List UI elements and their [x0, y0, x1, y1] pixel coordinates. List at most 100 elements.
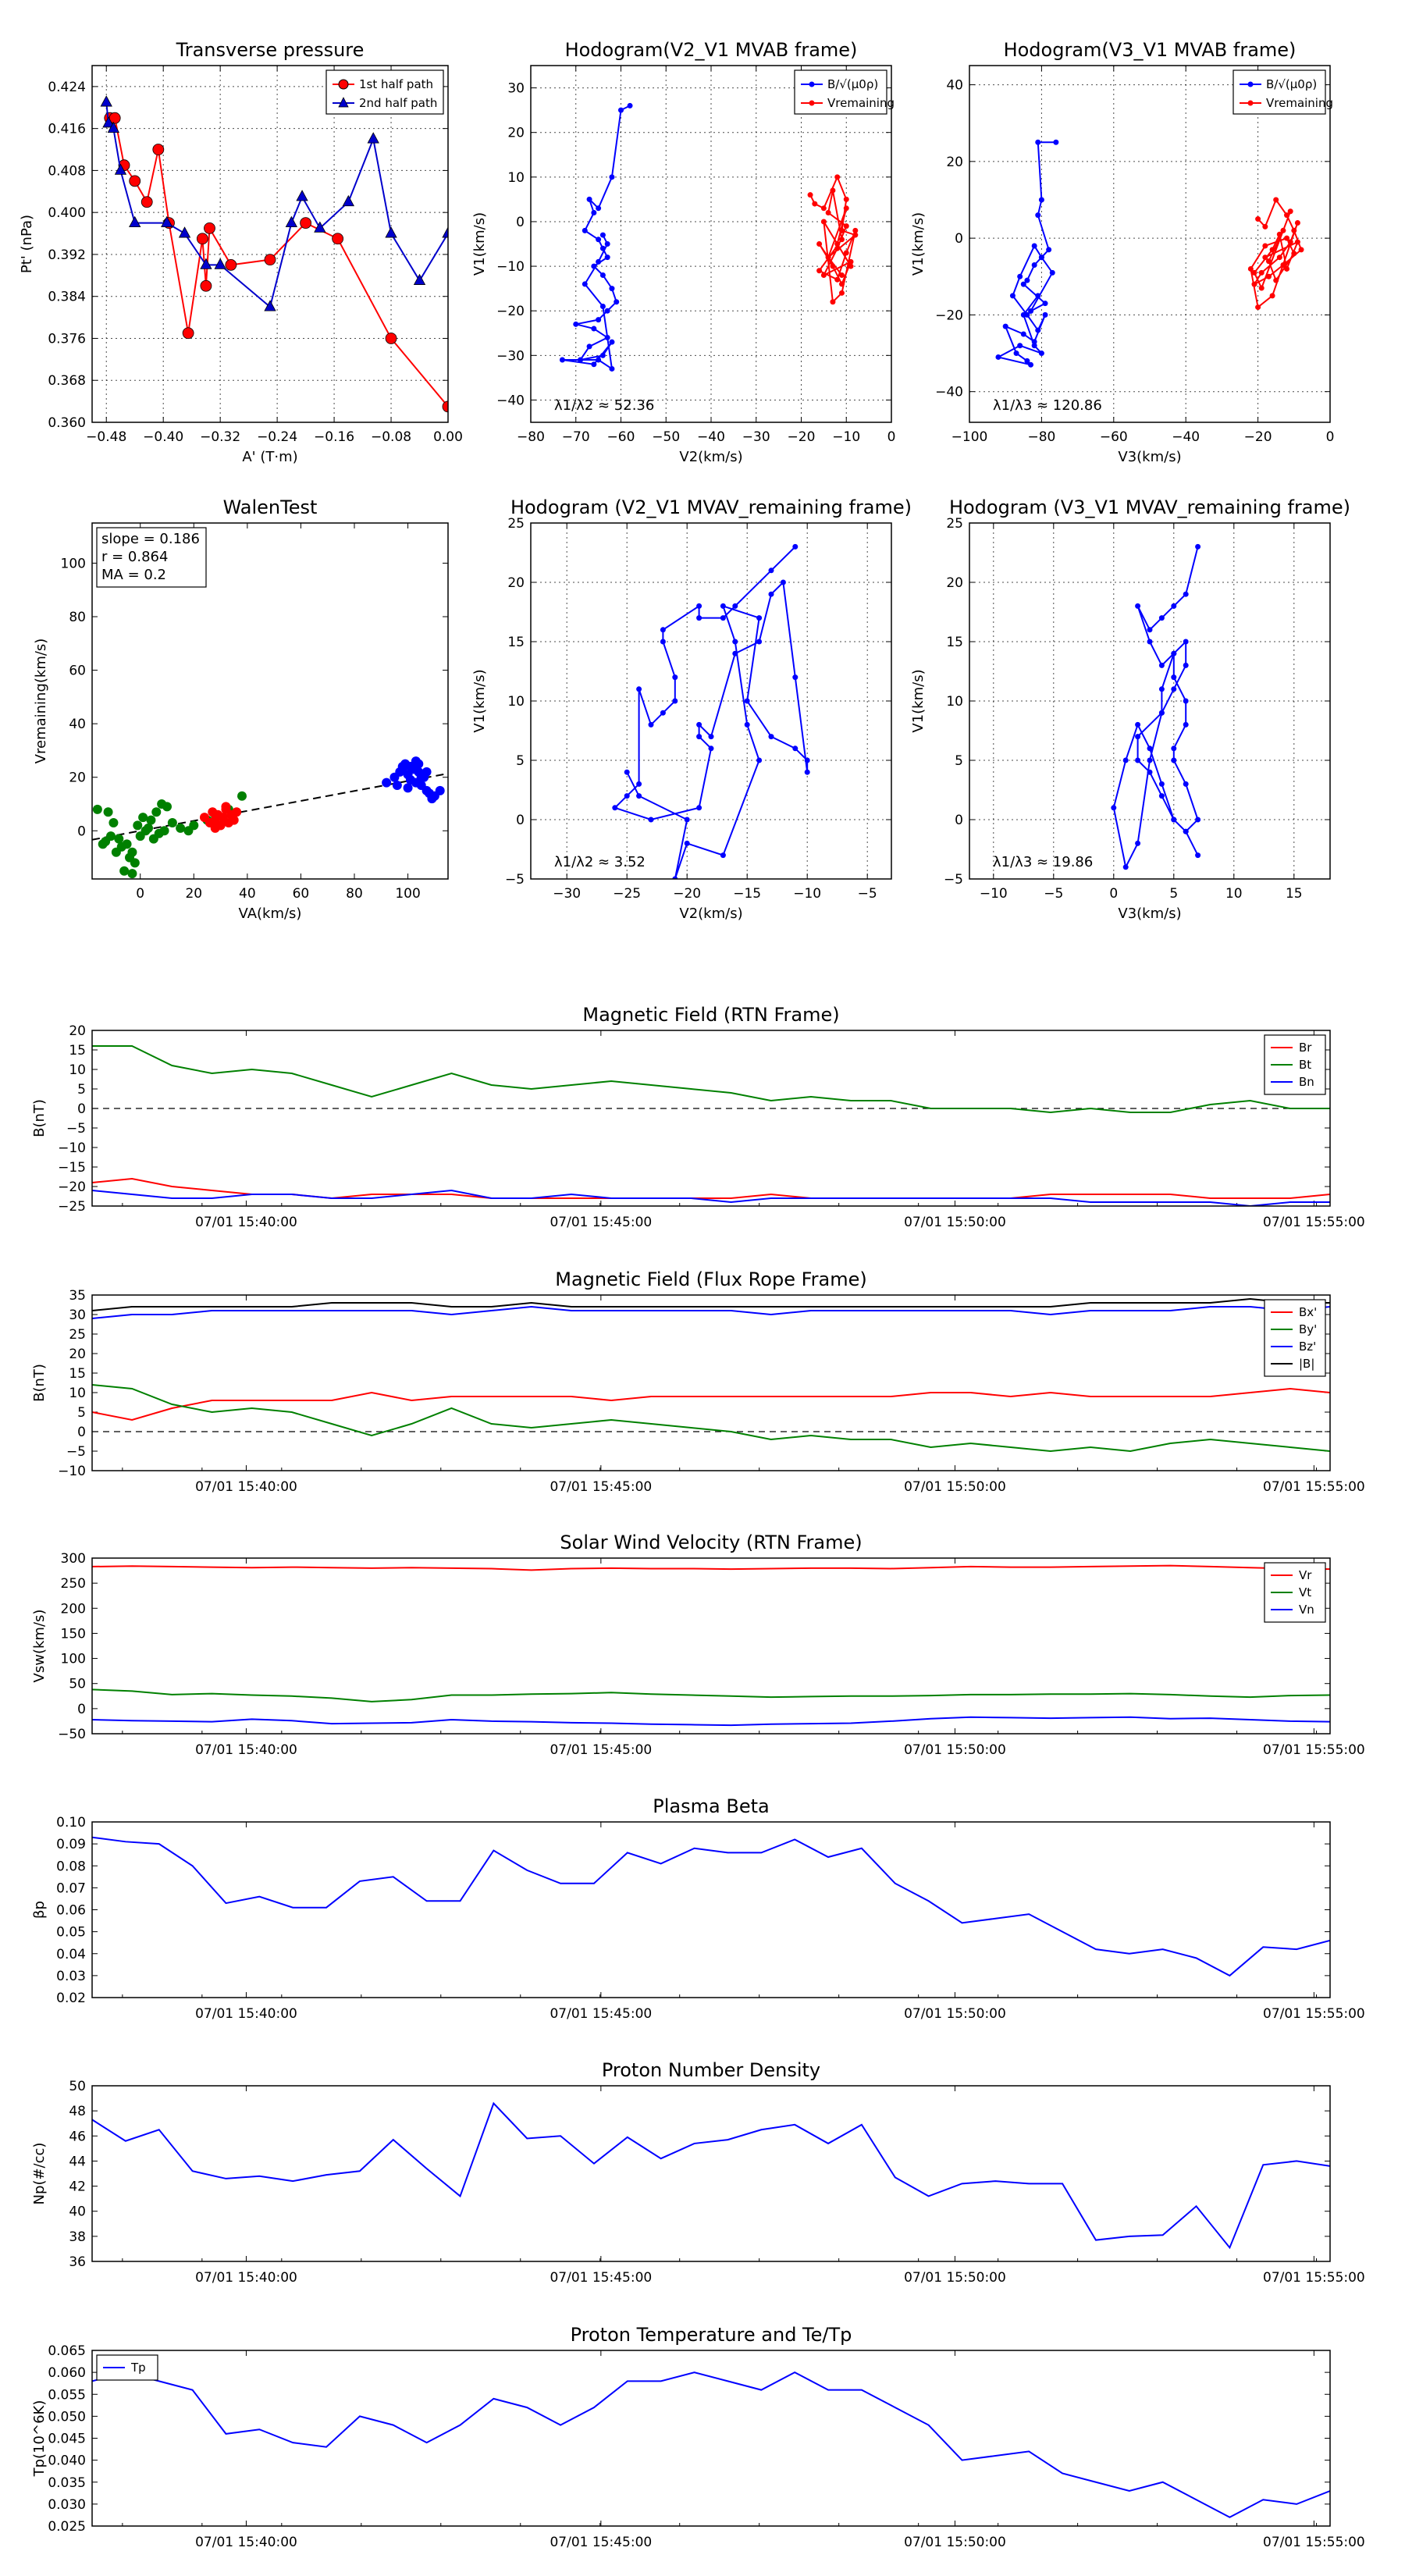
stats-box — [96, 527, 207, 588]
data-point — [332, 233, 344, 245]
data-point — [660, 627, 666, 633]
data-point — [162, 802, 172, 812]
x-tick-label: 100 — [395, 886, 420, 902]
data-point — [133, 820, 143, 831]
data-point — [406, 762, 415, 771]
data-point — [119, 866, 130, 876]
data-point — [285, 215, 298, 228]
data-point — [1255, 304, 1261, 311]
y-tick-label: −10 — [58, 1464, 86, 1479]
data-point — [1171, 686, 1177, 692]
y-tick-label: 20 — [69, 1347, 86, 1362]
plot-content — [92, 756, 448, 879]
data-point — [1183, 828, 1189, 834]
data-point — [1038, 350, 1044, 357]
data-point — [159, 826, 169, 836]
panel-transverse-pressure: Transverse pressure −0.48 −0.40 −0.32 −0.24 −… — [19, 39, 463, 465]
legend-marker — [1247, 100, 1254, 106]
x-tick-label: −60 — [607, 429, 635, 445]
data-point — [1251, 269, 1257, 276]
x-tick-label: 07/01 15:55:00 — [1263, 1215, 1365, 1230]
data-point — [624, 793, 630, 799]
plot-content — [1111, 543, 1201, 870]
data-point — [1183, 698, 1189, 704]
series-line — [809, 175, 857, 304]
data-point — [229, 815, 239, 825]
data-point — [1265, 258, 1272, 265]
data-point — [696, 603, 702, 609]
chart-title: Plasma Beta — [653, 1795, 769, 1817]
data-point — [1269, 247, 1275, 253]
data-point — [1042, 311, 1048, 318]
data-point — [660, 639, 666, 645]
data-point — [1158, 793, 1165, 799]
data-point — [182, 327, 194, 340]
chart-title: Hodogram(V2_V1 MVAB frame) — [565, 39, 858, 61]
y-tick-label: 40 — [946, 78, 963, 94]
data-point — [1135, 603, 1141, 609]
plot-area — [92, 1295, 1330, 1471]
y-tick-label: 5 — [955, 753, 963, 769]
data-point — [108, 112, 121, 124]
legend-marker — [338, 79, 349, 90]
y-axis-label: Vremaining(km/s) — [33, 639, 49, 764]
data-point — [591, 210, 597, 216]
data-point — [586, 343, 592, 350]
y-tick-label: 20 — [69, 770, 86, 786]
data-point — [1195, 817, 1201, 823]
data-point — [1287, 208, 1293, 215]
data-point — [129, 175, 141, 187]
data-point — [152, 144, 165, 155]
chart-title: Hodogram (V3_V1 MVAV_remaining frame) — [949, 496, 1350, 518]
data-point — [183, 826, 194, 836]
data-point — [820, 205, 827, 212]
data-point — [114, 163, 127, 175]
data-point — [1265, 273, 1272, 279]
data-point — [696, 615, 702, 621]
data-point — [1171, 757, 1177, 763]
data-point — [825, 210, 831, 216]
x-tick-label: −0.24 — [257, 429, 297, 445]
data-point — [578, 357, 584, 363]
plot-area — [531, 523, 891, 879]
data-point — [768, 568, 774, 574]
data-point — [636, 686, 642, 692]
x-tick-label: −70 — [562, 429, 590, 445]
series-line — [92, 1384, 1330, 1453]
series-line — [1112, 546, 1199, 870]
data-point — [744, 721, 750, 728]
data-point — [140, 196, 153, 208]
axes-frame — [91, 1030, 1331, 1207]
data-point — [672, 698, 678, 704]
data-point — [599, 272, 606, 278]
data-point — [1031, 343, 1037, 349]
data-point — [1028, 361, 1034, 368]
data-point — [1049, 269, 1055, 276]
data-point — [1291, 251, 1297, 257]
x-tick-label: −100 — [951, 429, 988, 445]
data-point — [1020, 281, 1026, 287]
y-tick-label: 25 — [946, 516, 963, 532]
x-axis-label: V2(km/s) — [679, 906, 742, 922]
series-line — [92, 1189, 1330, 1206]
data-point — [596, 258, 602, 265]
y-tick-label: 0.06 — [56, 1903, 86, 1919]
y-tick-label: 300 — [61, 1551, 86, 1567]
axes-frame — [969, 522, 1331, 880]
y-axis-label: βp — [31, 1901, 48, 1919]
y-tick-label: 0.05 — [56, 1925, 86, 1941]
y-tick-label: −10 — [58, 1140, 86, 1156]
y-tick-label: 40 — [69, 717, 86, 732]
panel-hodogram-v3-v1-mvab: Hodogram(V3_V1 MVAB frame) −100 −80 −60 −40 −… — [910, 39, 1334, 465]
data-point — [648, 817, 654, 823]
y-tick-label: 0 — [516, 813, 525, 828]
data-point — [627, 102, 633, 109]
x-axis-label: V3(km/s) — [1118, 906, 1181, 922]
legend-label: Bz' — [1299, 1340, 1316, 1354]
x-tick-label: 07/01 15:55:00 — [1263, 2006, 1365, 2022]
data-point — [167, 818, 177, 827]
data-point — [1291, 227, 1297, 233]
y-tick-label: 0 — [955, 231, 963, 247]
plot-area — [92, 66, 448, 422]
data-point — [1147, 639, 1153, 645]
